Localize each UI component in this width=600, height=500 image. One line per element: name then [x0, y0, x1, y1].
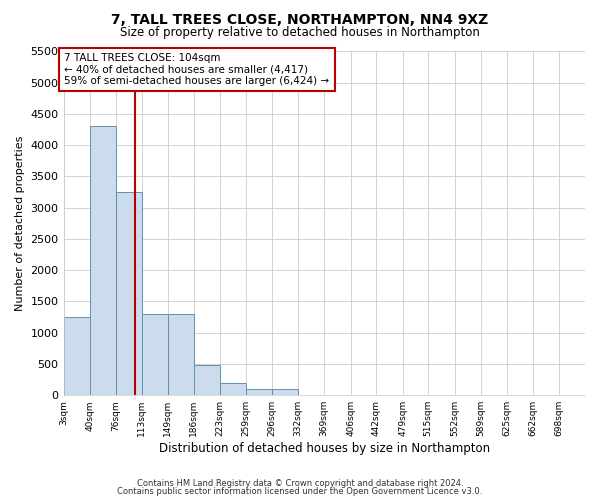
Bar: [64, 317, 90, 395]
Text: Contains HM Land Registry data © Crown copyright and database right 2024.: Contains HM Land Registry data © Crown c…: [137, 478, 463, 488]
X-axis label: Distribution of detached houses by size in Northampton: Distribution of detached houses by size …: [159, 442, 490, 455]
Bar: [167, 314, 194, 395]
Text: Size of property relative to detached houses in Northampton: Size of property relative to detached ho…: [120, 26, 480, 39]
Bar: [272, 389, 298, 395]
Bar: [116, 192, 142, 395]
Text: 7, TALL TREES CLOSE, NORTHAMPTON, NN4 9XZ: 7, TALL TREES CLOSE, NORTHAMPTON, NN4 9X…: [112, 12, 488, 26]
Text: Contains public sector information licensed under the Open Government Licence v3: Contains public sector information licen…: [118, 487, 482, 496]
Y-axis label: Number of detached properties: Number of detached properties: [15, 136, 25, 311]
Bar: [194, 365, 220, 395]
Bar: [142, 314, 167, 395]
Bar: [90, 126, 116, 395]
Bar: [220, 382, 246, 395]
Text: 7 TALL TREES CLOSE: 104sqm
← 40% of detached houses are smaller (4,417)
59% of s: 7 TALL TREES CLOSE: 104sqm ← 40% of deta…: [64, 52, 329, 86]
Bar: [246, 389, 272, 395]
